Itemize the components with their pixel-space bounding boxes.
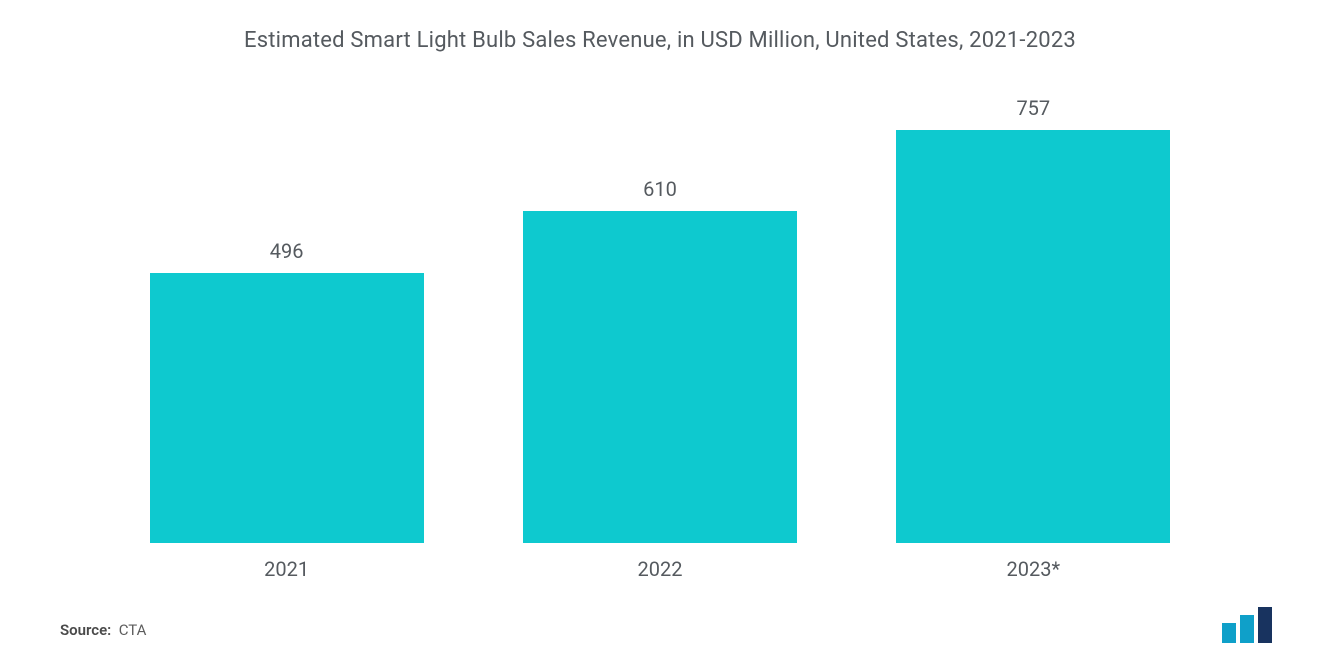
x-label-0: 2021 [147,557,427,581]
x-label-2: 2023* [893,557,1173,581]
bar-col-1: 610 [520,177,800,543]
source-value: CTA [119,621,147,639]
bar-col-2: 757 [893,96,1173,543]
x-axis-labels: 2021 2022 2023* [60,557,1260,581]
brand-logo-icon [1222,607,1280,643]
chart-container: Estimated Smart Light Bulb Sales Revenue… [0,0,1320,665]
bar-value-label: 610 [643,177,677,201]
bar-value-label: 757 [1016,96,1050,120]
bar-col-0: 496 [147,239,427,543]
plot-area: 496 610 757 [60,73,1260,543]
chart-title: Estimated Smart Light Bulb Sales Revenue… [60,28,1260,53]
source-label: Source: [60,621,111,639]
source-attribution: Source: CTA [60,621,146,639]
bar-1 [523,211,797,543]
bars-row: 496 610 757 [60,73,1260,543]
bar-2 [896,130,1170,543]
bar-value-label: 496 [270,239,304,263]
bar-0 [150,273,424,543]
x-label-1: 2022 [520,557,800,581]
